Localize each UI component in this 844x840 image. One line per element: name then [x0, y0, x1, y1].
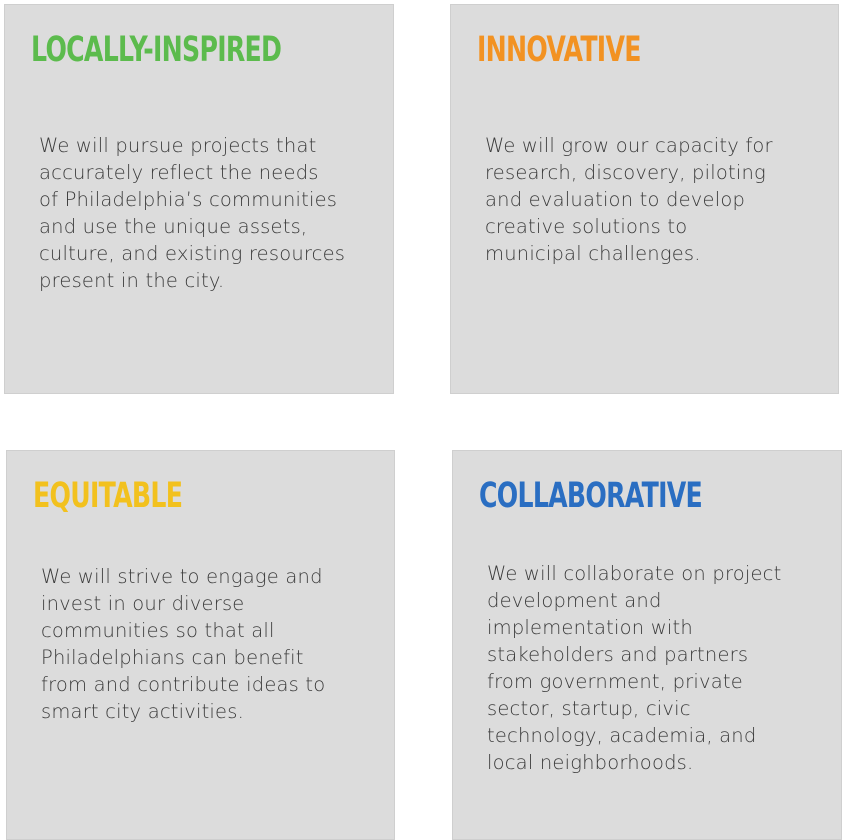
description-line: Philadelphians can benefit	[41, 646, 304, 669]
description-line: local neighborhoods.	[487, 751, 694, 774]
description-line: We will pursue projects that	[39, 134, 317, 157]
description-line: invest in our diverse	[41, 592, 245, 615]
card-title: EQUITABLE	[33, 476, 183, 516]
description-line: culture, and existing resources	[39, 242, 346, 265]
description-line: from government, private	[487, 670, 743, 693]
description-line: technology, academia, and	[487, 724, 757, 747]
description-line: and evaluation to develop	[485, 188, 746, 211]
description-line: accurately reflect the needs	[39, 161, 319, 184]
description-line: We will grow our capacity for	[485, 134, 773, 157]
description-line: We will strive to engage and	[41, 565, 323, 588]
card-description: We will strive to engage and invest in o…	[41, 563, 371, 725]
description-line: implementation with	[487, 616, 693, 639]
card-description: We will pursue projects that accurately …	[39, 132, 369, 294]
description-line: municipal challenges.	[485, 242, 701, 265]
description-line: from and contribute ideas to	[41, 673, 326, 696]
value-card-equitable: EQUITABLE We will strive to engage and i…	[6, 450, 395, 840]
description-line: of Philadelphia’s communities	[39, 188, 338, 211]
description-line: stakeholders and partners	[487, 643, 749, 666]
description-line: sector, startup, civic	[487, 697, 691, 720]
card-title: COLLABORATIVE	[479, 476, 703, 516]
description-line: creative solutions to	[485, 215, 688, 238]
card-title: LOCALLY-INSPIRED	[31, 30, 282, 70]
card-description: We will grow our capacity for research, …	[485, 132, 815, 267]
description-line: development and	[487, 589, 662, 612]
description-line: communities so that all	[41, 619, 275, 642]
description-line: present in the city.	[39, 269, 225, 292]
description-line: smart city activities.	[41, 700, 244, 723]
value-card-innovative: INNOVATIVE We will grow our capacity for…	[450, 4, 839, 394]
card-title: INNOVATIVE	[477, 30, 641, 70]
description-line: and use the unique assets,	[39, 215, 308, 238]
card-description: We will collaborate on project developme…	[487, 560, 817, 776]
value-card-locally-inspired: LOCALLY-INSPIRED We will pursue projects…	[4, 4, 394, 394]
description-line: We will collaborate on project	[487, 562, 782, 585]
value-card-collaborative: COLLABORATIVE We will collaborate on pro…	[452, 450, 842, 840]
description-line: research, discovery, piloting	[485, 161, 766, 184]
